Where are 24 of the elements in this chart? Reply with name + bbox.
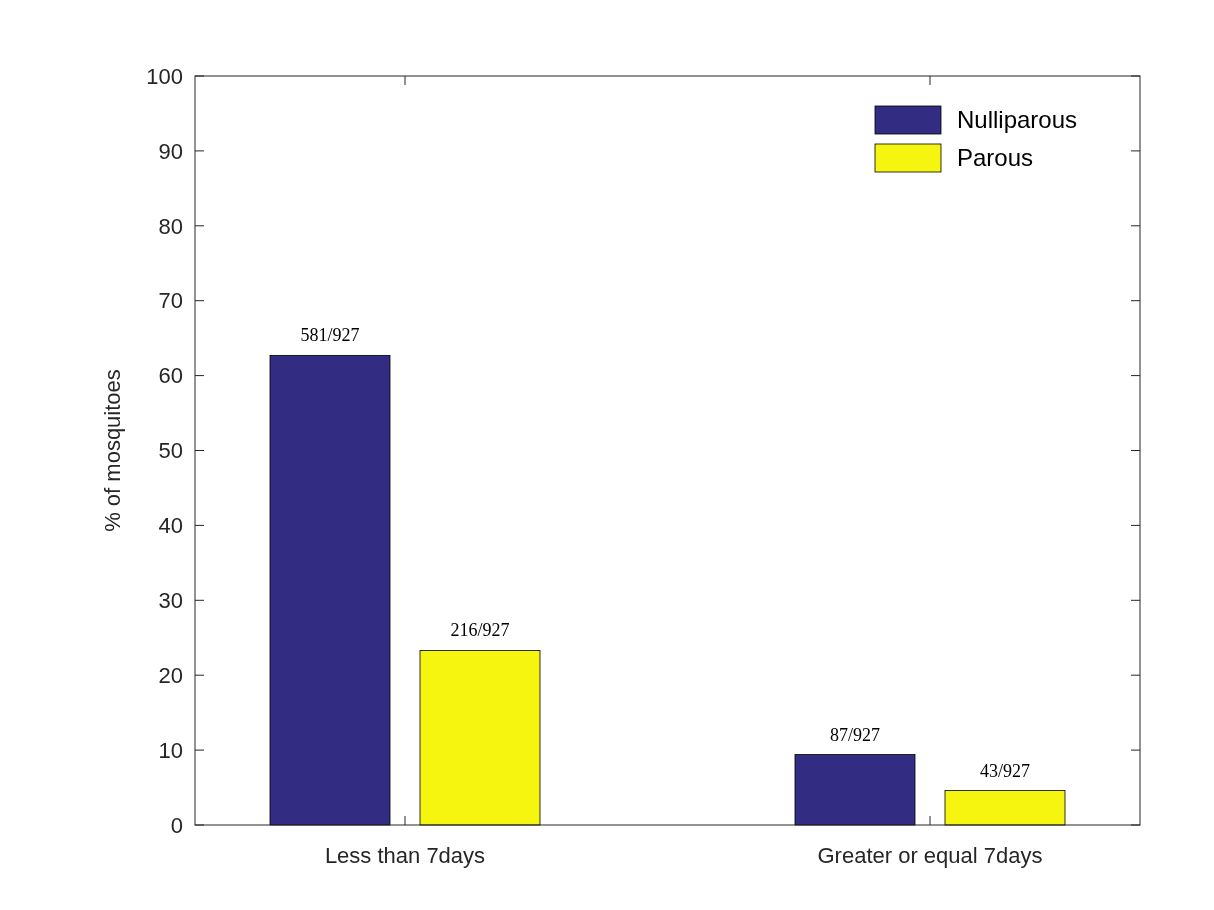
data-label: 581/927 xyxy=(300,325,360,346)
bar xyxy=(269,354,391,826)
bar xyxy=(419,650,541,826)
y-tick-label: 60 xyxy=(158,363,183,389)
y-tick-label: 0 xyxy=(170,812,183,838)
data-label: 87/927 xyxy=(829,724,881,745)
data-label: 43/927 xyxy=(979,760,1031,781)
y-tick-label: 40 xyxy=(158,513,183,539)
y-tick-label: 10 xyxy=(158,737,183,763)
y-axis-title: % of mosquitoes xyxy=(100,369,125,532)
bar xyxy=(944,790,1066,826)
legend-label: Parous xyxy=(957,144,1034,172)
y-tick-label: 20 xyxy=(158,662,183,688)
x-tick-label: Less than 7days xyxy=(324,843,486,868)
y-tick-label: 30 xyxy=(158,588,183,613)
bar xyxy=(794,754,916,826)
y-tick-label: 100 xyxy=(146,63,183,89)
y-tick-label: 70 xyxy=(158,288,183,314)
data-label: 216/927 xyxy=(450,620,510,641)
y-tick-label: 50 xyxy=(158,438,183,464)
legend-label: Nulliparous xyxy=(957,106,1078,134)
y-tick-label: 80 xyxy=(158,213,183,239)
x-tick-label: Greater or equal 7days xyxy=(817,843,1043,868)
y-tick-label: 90 xyxy=(158,138,183,164)
